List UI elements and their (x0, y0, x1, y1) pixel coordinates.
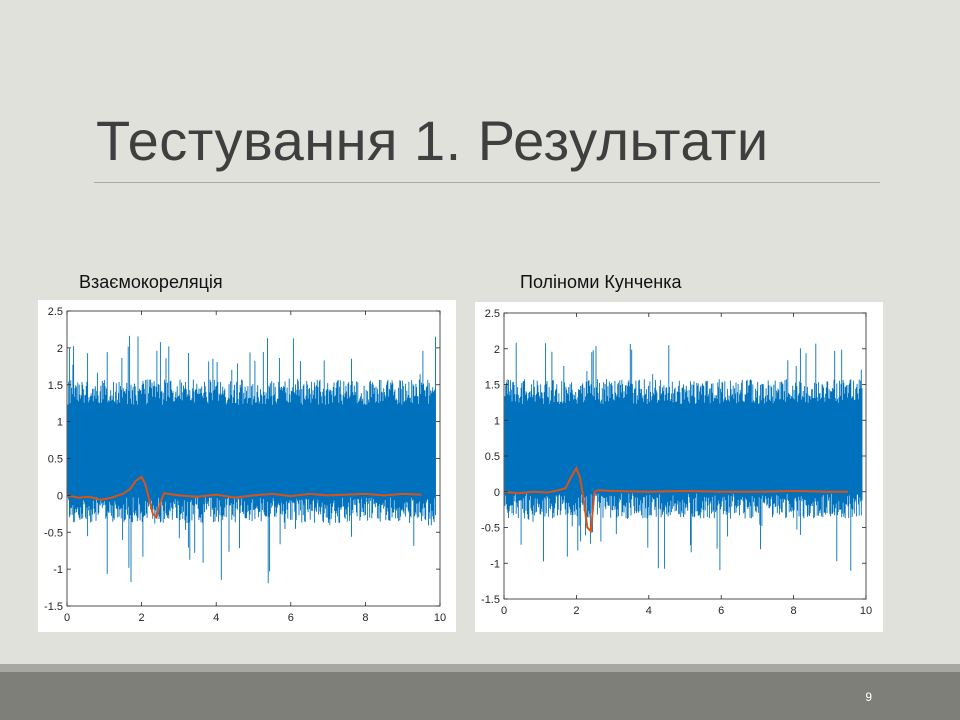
chart-svg-kunchenko: 0 2 4 6 8 10 -1.5 -1 -0.5 0 0.5 1 1.5 2 2.5 (481, 308, 872, 617)
y-tick-label: 0.5 (485, 451, 500, 463)
x-tick-label: 6 (718, 605, 724, 617)
y-tick-label: 2 (494, 344, 500, 356)
y-tick-label: -1 (490, 558, 500, 570)
x-tick-label: 6 (288, 612, 294, 624)
y-tick-label: 2 (57, 343, 63, 355)
x-tick-label: 2 (573, 605, 579, 617)
signal-noise-series (504, 342, 863, 571)
y-tick-label: 1 (494, 415, 500, 427)
y-tick-label: 2.5 (48, 306, 63, 318)
page-number: 9 (865, 690, 872, 704)
y-tick-label: 1.5 (485, 380, 500, 392)
chart-svg-crosscorrelation: 0 2 4 6 8 10 -1.5 -1 -0.5 0 0.5 1 1.5 2 2.5 (44, 306, 446, 624)
chart-kunchenko: 0 2 4 6 8 10 -1.5 -1 -0.5 0 0.5 1 1.5 2 2.5 (475, 302, 883, 632)
title-divider (94, 182, 880, 183)
x-tick-label: 10 (434, 612, 446, 624)
y-tick-label: -1.5 (481, 594, 500, 606)
y-tick-label: 2.5 (485, 308, 500, 320)
chart-caption-kunchenko: Поліноми Кунченка (520, 272, 682, 292)
y-tick-label: 0 (494, 487, 500, 499)
signal-noise-series (67, 335, 436, 584)
x-tick-label: 8 (791, 605, 797, 617)
y-tick-label: -0.5 (44, 527, 63, 539)
correlation-series-line (503, 465, 848, 534)
y-tick-label: -0.5 (481, 523, 500, 535)
x-tick-label: 0 (64, 612, 70, 624)
x-tick-label: 2 (139, 612, 145, 624)
x-tick-label: 4 (646, 605, 652, 617)
y-tick-label: 0.5 (48, 454, 63, 466)
x-tick-label: 8 (362, 612, 368, 624)
y-tick-label: -1.5 (44, 601, 63, 613)
x-tick-label: 0 (501, 605, 507, 617)
footer-bar (0, 672, 960, 720)
footer-accent-line (0, 664, 960, 672)
y-tick-label: 0 (57, 490, 63, 502)
y-tick-label: 1 (57, 417, 63, 429)
chart-caption-crosscorrelation: Взаємокореляція (79, 272, 223, 292)
x-tick-label: 4 (213, 612, 219, 624)
x-tick-label: 10 (860, 605, 872, 617)
y-tick-label: 1.5 (48, 380, 63, 392)
correlation-series-line (66, 475, 422, 520)
y-tick-label: -1 (53, 564, 63, 576)
chart-crosscorrelation: 0 2 4 6 8 10 -1.5 -1 -0.5 0 0.5 1 1.5 2 2.5 (38, 300, 456, 632)
slide-title: Тестування 1. Результати (96, 109, 769, 172)
